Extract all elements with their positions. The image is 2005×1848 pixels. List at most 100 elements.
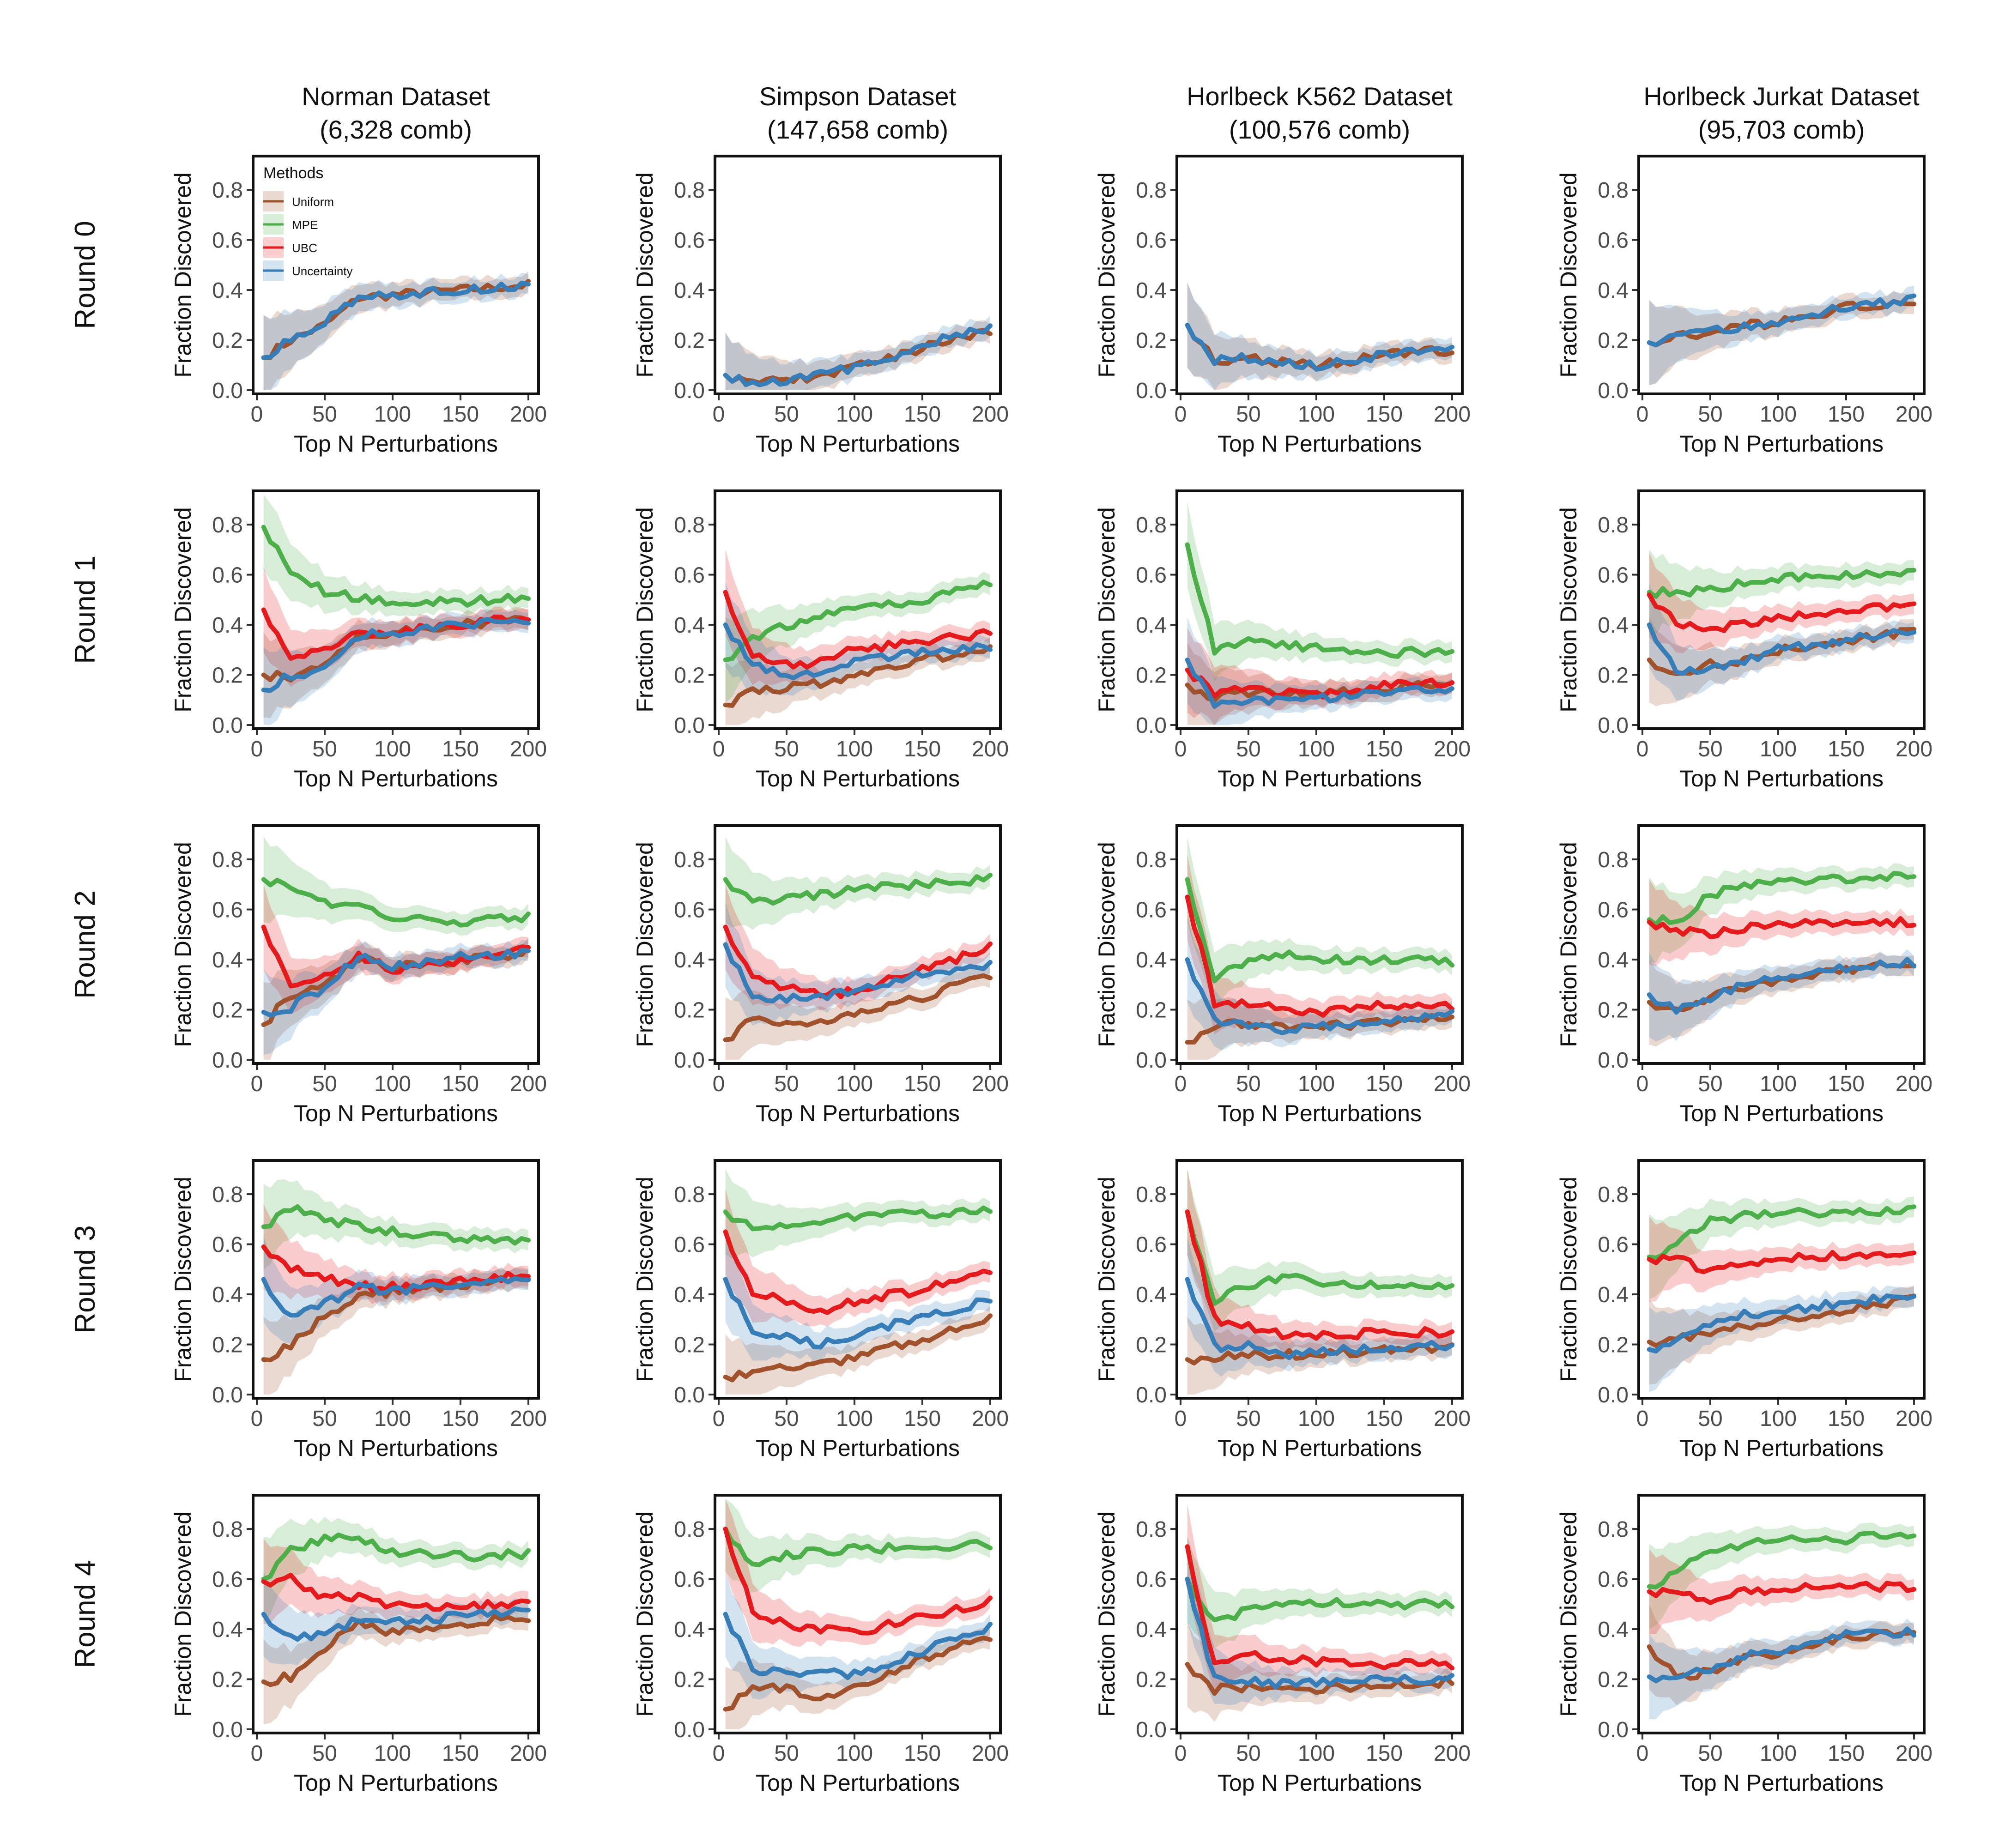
y-tick-label: 0.2 [212, 1333, 243, 1358]
x-tick-label: 50 [1698, 402, 1722, 427]
x-tick-label: 0 [1175, 1407, 1187, 1431]
x-tick-label: 200 [972, 402, 1009, 427]
series-line-uniform [723, 1636, 993, 1712]
y-tick-label: 0.6 [212, 563, 243, 588]
y-tick-label: 0.4 [674, 613, 705, 638]
x-tick-label: 200 [510, 402, 547, 427]
series-line-ubc [723, 590, 993, 670]
panel: 0.0 0.2 0.4 0.6 0.8 0 50 100 150 200 Top N Perturb… [1556, 1159, 1932, 1461]
x-tick-label: 50 [774, 1407, 799, 1431]
column-subtitle: (95,703 comb) [1698, 115, 1865, 144]
x-tick-label: 150 [1828, 1072, 1865, 1096]
band-uncertainty [725, 1571, 990, 1700]
series-line-mpe [1185, 542, 1454, 659]
x-tick-label: 0 [251, 1072, 263, 1096]
y-tick-label: 0.8 [212, 848, 243, 872]
panel: 0.0 0.2 0.4 0.6 0.8 0 50 100 150 200 Top N Perturb… [1094, 1159, 1471, 1461]
y-tick-label: 0.0 [212, 1718, 243, 1742]
y-tick-label: 0.6 [1136, 1233, 1167, 1257]
y-tick-label: 0.8 [212, 1183, 243, 1207]
x-tick-label: 150 [904, 1741, 941, 1766]
column-title: Horlbeck Jurkat Dataset [1643, 82, 1920, 111]
band-uniform [1649, 953, 1914, 1047]
y-tick-label: 0.4 [1598, 1283, 1629, 1307]
y-tick-label: 0.2 [1598, 664, 1629, 688]
x-axis-label: Top N Perturbations [1679, 1435, 1884, 1461]
x-tick-label: 0 [1636, 402, 1649, 427]
band-mpe [263, 495, 528, 617]
series-line-mpe [261, 877, 531, 928]
y-tick-label: 0.0 [1598, 379, 1629, 403]
column-title: Norman Dataset [302, 82, 490, 111]
y-tick-label: 0.4 [212, 948, 243, 972]
y-tick-label: 0.2 [1136, 1668, 1167, 1692]
confidence-bands [1649, 1522, 1914, 1720]
x-axis-label: Top N Perturbations [1679, 1770, 1884, 1796]
band-mpe [725, 837, 990, 930]
band-uniform [263, 607, 528, 719]
x-tick-label: 100 [836, 1741, 873, 1766]
band-ubc [725, 884, 990, 1011]
panel-frame [1637, 489, 1926, 730]
x-tick-label: 150 [442, 1741, 479, 1766]
series-line-ubc [1185, 1209, 1454, 1341]
x-tick-label: 100 [374, 1072, 411, 1096]
x-tick-label: 0 [251, 737, 263, 761]
y-axis-label: Fraction Discovered [1094, 172, 1120, 378]
confidence-bands [263, 271, 528, 390]
x-axis-label: Top N Perturbations [756, 431, 960, 457]
y-axis-label: Fraction Discovered [1556, 1511, 1581, 1717]
column-subtitle: (100,576 comb) [1229, 115, 1410, 144]
y-axis-label: Fraction Discovered [1094, 1511, 1120, 1717]
panel: 0.0 0.2 0.4 0.6 0.8 0 50 100 150 200 Top N Perturb… [1556, 1494, 1932, 1796]
row-label: Round 1 [69, 556, 101, 664]
x-axis-label: Top N Perturbations [294, 1100, 498, 1126]
series-lines [1647, 568, 1916, 676]
x-tick-label: 200 [510, 1072, 547, 1096]
y-tick-label: 0.4 [1136, 948, 1167, 972]
x-tick-label: 150 [442, 1407, 479, 1431]
x-tick-label: 100 [836, 737, 873, 761]
y-tick-label: 0.0 [674, 1718, 705, 1742]
y-tick-label: 0.6 [1136, 229, 1167, 253]
series-line-uncertainty [723, 323, 993, 387]
panel-frame [714, 1159, 1002, 1400]
series-line-uncertainty [1185, 658, 1454, 709]
band-mpe [1187, 1169, 1452, 1332]
y-tick-label: 0.8 [674, 1517, 705, 1542]
panel-frame [252, 155, 540, 395]
confidence-bands [725, 1499, 990, 1729]
x-tick-label: 0 [713, 1407, 725, 1431]
series-line-mpe [1185, 1209, 1454, 1306]
band-uniform [1649, 291, 1914, 386]
y-tick-label: 0.6 [1598, 898, 1629, 923]
x-tick-label: 50 [312, 1407, 337, 1431]
x-axis-label: Top N Perturbations [294, 431, 498, 457]
series-line-ubc [1647, 592, 1916, 633]
panel-frame [1175, 1159, 1464, 1400]
panel-frame [1637, 1494, 1926, 1734]
band-mpe [263, 1516, 528, 1622]
x-tick-label: 100 [836, 1072, 873, 1096]
x-axis-label: Top N Perturbations [1679, 766, 1884, 791]
x-tick-label: 100 [374, 402, 411, 427]
x-tick-label: 200 [510, 1741, 547, 1766]
confidence-bands [263, 495, 528, 725]
band-uncertainty [263, 272, 528, 390]
row-label: Round 3 [69, 1225, 101, 1333]
series-lines [261, 1532, 531, 1687]
series-line-mpe [1185, 877, 1454, 984]
panel-frame [252, 824, 540, 1065]
y-tick-label: 0.2 [212, 998, 243, 1023]
y-tick-label: 0.2 [674, 329, 705, 353]
series-line-uncertainty [261, 1606, 531, 1642]
y-tick-label: 0.4 [212, 1283, 243, 1307]
panel-frame [714, 824, 1002, 1065]
x-axis-label: Top N Perturbations [1218, 1100, 1422, 1126]
series-lines [1185, 1544, 1454, 1696]
band-mpe [263, 1179, 528, 1269]
row-label: Round 0 [69, 221, 101, 329]
x-tick-label: 50 [312, 737, 337, 761]
x-tick-label: 200 [972, 1072, 1009, 1096]
series-lines [723, 580, 993, 708]
